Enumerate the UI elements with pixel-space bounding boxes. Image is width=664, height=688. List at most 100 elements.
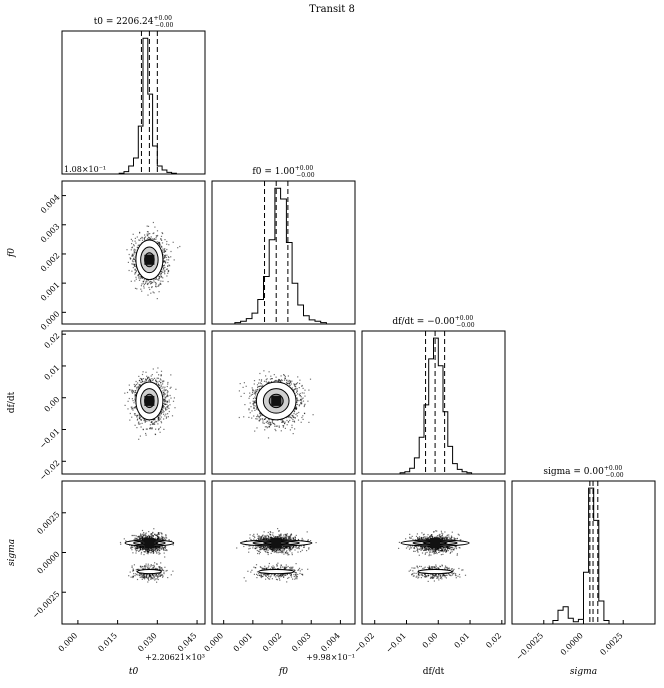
scatter-point: [250, 394, 252, 396]
scatter-point: [286, 424, 288, 426]
scatter-point: [254, 409, 256, 411]
scatter-point: [166, 254, 168, 256]
scatter-point: [280, 379, 283, 381]
scatter-point: [152, 221, 154, 224]
scatter-point: [148, 376, 150, 378]
scatter-point: [243, 416, 245, 418]
scatter-point: [168, 270, 170, 272]
scatter-point: [253, 406, 255, 408]
scatter-point: [163, 398, 166, 400]
scatter-point: [262, 384, 264, 386]
scatter-point: [151, 286, 153, 289]
scatter-point: [158, 551, 160, 553]
scatter-point: [260, 383, 262, 385]
scatter-point: [131, 398, 133, 400]
scatter-point: [284, 377, 286, 379]
scatter-point: [162, 406, 164, 408]
scatter-point: [296, 399, 298, 401]
scatter-point: [162, 383, 164, 385]
scatter-point: [137, 274, 139, 276]
scatter-point: [148, 534, 150, 536]
scatter-point: [164, 386, 166, 388]
scatter-point: [160, 412, 162, 414]
scatter-point: [155, 282, 157, 284]
scatter-point: [139, 276, 141, 278]
scatter-point: [156, 371, 158, 373]
scatter-point: [293, 383, 295, 385]
y-tick-label: 0.02: [43, 331, 62, 350]
scatter-point: [157, 574, 160, 576]
scatter-point: [252, 388, 254, 391]
scatter-point: [134, 237, 136, 239]
scatter-point: [167, 413, 169, 415]
scatter-point: [248, 416, 250, 418]
scatter-point: [161, 536, 163, 538]
scatter-point: [159, 418, 162, 420]
scatter-point: [288, 382, 290, 384]
scatter-point: [132, 258, 134, 261]
scatter-point: [255, 418, 257, 420]
scatter-point: [253, 383, 255, 385]
scatter-point: [152, 419, 154, 421]
scatter-point: [145, 380, 147, 382]
scatter-point: [161, 271, 163, 273]
scatter-point: [151, 533, 153, 535]
scatter-point: [252, 390, 254, 392]
scatter-point: [147, 577, 149, 579]
scatter-point: [141, 283, 143, 285]
scatter-point: [293, 420, 295, 422]
scatter-point: [290, 416, 292, 419]
scatter-point: [294, 388, 296, 390]
scatter-point: [160, 422, 163, 424]
scatter-point: [148, 579, 150, 581]
scatter-point: [158, 277, 160, 279]
scatter-point: [163, 399, 165, 401]
scatter-point: [160, 416, 162, 418]
histogram-panel-dfdt: df/dt = −0.00+0.00 −0.00: [361, 315, 506, 475]
scatter-point: [140, 288, 142, 290]
scatter-point: [160, 548, 163, 550]
scatter-point: [142, 282, 144, 284]
scatter-point: [131, 408, 133, 410]
scatter-point: [265, 381, 267, 383]
scatter-point: [252, 403, 254, 405]
scatter-point: [269, 424, 272, 426]
scatter-point: [170, 250, 172, 253]
scatter-point: [160, 375, 162, 377]
scatter-point: [158, 429, 160, 431]
scatter-point: [280, 375, 282, 377]
scatter-panel-f0-dfdt: [211, 330, 356, 475]
scatter-point: [132, 408, 134, 410]
scatter-point: [166, 406, 168, 408]
scatter-point: [133, 539, 135, 541]
scatter-point: [164, 545, 166, 547]
scatter-point: [255, 392, 257, 394]
scatter-point: [271, 420, 273, 422]
scatter-point: [138, 414, 140, 416]
scatter-point: [132, 255, 134, 257]
scatter-point: [133, 257, 135, 259]
scatter-point: [165, 535, 167, 537]
scatter-point: [131, 549, 133, 551]
histogram-step-line: [212, 187, 355, 325]
scatter-point: [153, 377, 156, 379]
scatter-point: [151, 374, 153, 376]
scatter-point: [249, 402, 251, 404]
scatter-point: [154, 562, 156, 564]
scatter-point: [153, 292, 155, 294]
scatter-point: [133, 249, 135, 251]
scatter-point: [138, 380, 140, 382]
scatter-point: [149, 280, 151, 283]
scatter-point: [156, 377, 158, 379]
scatter-point: [253, 400, 255, 403]
scatter-point: [124, 404, 126, 406]
scatter-point: [163, 552, 165, 554]
scatter-point: [146, 279, 148, 281]
scatter-point: [151, 421, 153, 423]
scatter-point: [170, 256, 172, 258]
scatter-point: [145, 563, 147, 565]
scatter-point: [259, 385, 261, 387]
y-tick-label: 0.00: [43, 395, 62, 414]
scatter-point: [134, 414, 136, 416]
